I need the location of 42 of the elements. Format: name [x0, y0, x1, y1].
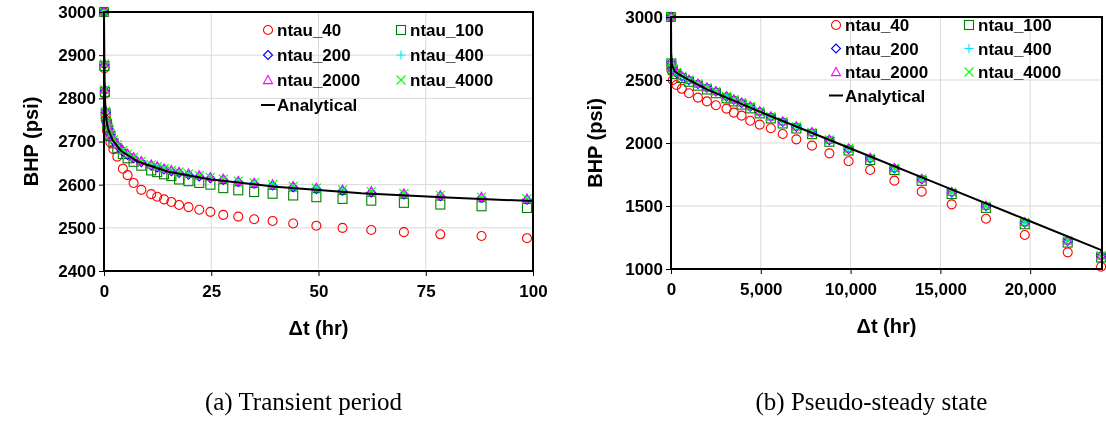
x-tick-label: 5,000	[740, 279, 783, 299]
legend-label: ntau_40	[277, 21, 342, 41]
legend-label: ntau_40	[845, 16, 910, 36]
x-tick-label: 25	[202, 281, 222, 301]
legend-label: ntau_4000	[410, 71, 494, 91]
y-axis-title: BHP (psi)	[20, 96, 42, 187]
legend-label: Analytical	[845, 86, 926, 106]
y-tick-label: 2500	[625, 70, 663, 90]
y-tick-label: 2900	[58, 46, 96, 66]
y-axis-title: BHP (psi)	[584, 98, 606, 188]
x-axis-title: Δt (hr)	[288, 317, 349, 339]
y-tick-label: 2800	[58, 89, 96, 109]
y-tick-label: 2500	[58, 218, 96, 238]
y-tick-label: 3000	[625, 7, 663, 27]
x-axis-title: Δt (hr)	[856, 315, 917, 337]
legend-label: ntau_200	[845, 39, 919, 59]
y-tick-label: 1000	[625, 259, 663, 279]
legend-label: ntau_100	[978, 16, 1052, 36]
legend-label: ntau_200	[277, 46, 351, 66]
y-tick-label: 2700	[58, 132, 96, 152]
x-tick-label: 75	[416, 281, 436, 301]
y-tick-label: 2600	[58, 175, 96, 195]
x-tick-label: 0	[666, 279, 677, 299]
legend-label: ntau_400	[978, 39, 1052, 59]
x-tick-label: 20,000	[1004, 279, 1057, 299]
legend-label: ntau_100	[410, 21, 484, 41]
text: (b) Pseudo-steady state	[755, 388, 988, 416]
legend-label: Analytical	[277, 96, 358, 116]
x-tick-label: 50	[309, 281, 329, 301]
y-tick-label: 2400	[58, 261, 96, 281]
x-tick-label: 100	[519, 281, 548, 301]
y-tick-label: 1500	[625, 196, 663, 216]
y-tick-label: 2000	[625, 133, 663, 153]
text: (a) Transient period	[204, 388, 403, 416]
legend-label: ntau_400	[410, 46, 484, 66]
x-tick-label: 15,000	[914, 279, 967, 299]
x-tick-label: 10,000	[825, 279, 878, 299]
legend-label: ntau_2000	[845, 63, 929, 83]
legend-label: ntau_2000	[277, 71, 361, 91]
y-tick-label: 3000	[58, 2, 96, 22]
x-tick-label: 0	[99, 281, 110, 301]
legend-label: ntau_4000	[978, 63, 1062, 83]
